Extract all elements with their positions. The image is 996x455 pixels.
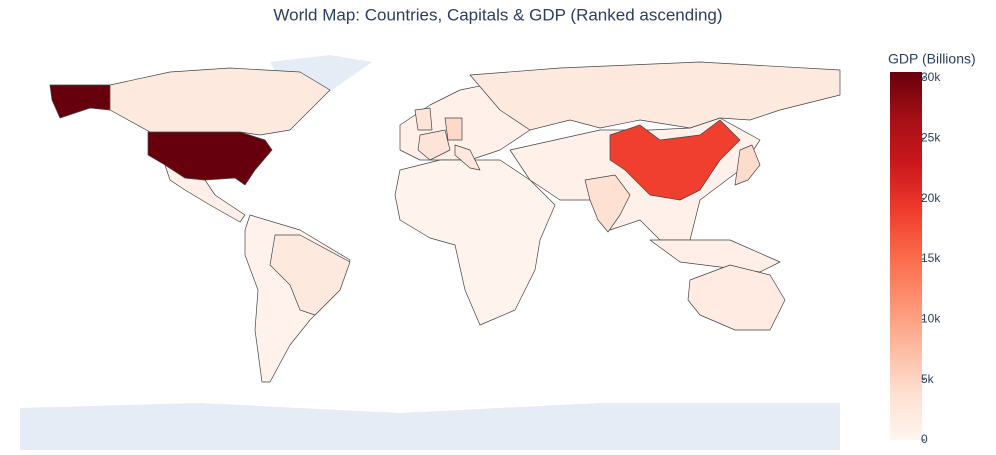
colorbar-tick-label: 20k xyxy=(921,191,941,205)
colorbar-title: GDP (Billions) xyxy=(888,51,976,67)
country xyxy=(469,61,841,131)
colorbar xyxy=(890,72,922,440)
country xyxy=(454,144,481,171)
countries xyxy=(49,61,841,331)
southeast-asia xyxy=(649,239,781,273)
country xyxy=(417,129,451,161)
antarctica xyxy=(20,403,840,450)
country xyxy=(414,107,433,131)
africa xyxy=(394,159,556,326)
colorbar-tick-label: 25k xyxy=(921,131,941,145)
country xyxy=(109,67,331,136)
colorbar-tick-label: 15k xyxy=(921,251,941,265)
country xyxy=(269,234,351,316)
country xyxy=(584,174,631,233)
colorbar-tick-label: 5k xyxy=(921,372,935,386)
colorbar-tick-label: 10k xyxy=(921,312,941,326)
country xyxy=(147,131,273,186)
colorbar-tick-label: 0 xyxy=(921,432,928,446)
colorbar-tick-label: 30k xyxy=(921,70,941,84)
country xyxy=(609,119,741,201)
country xyxy=(49,84,111,119)
country xyxy=(444,117,463,141)
country xyxy=(687,264,786,331)
chart-title: World Map: Countries, Capitals & GDP (Ra… xyxy=(273,5,722,24)
country xyxy=(734,144,761,186)
